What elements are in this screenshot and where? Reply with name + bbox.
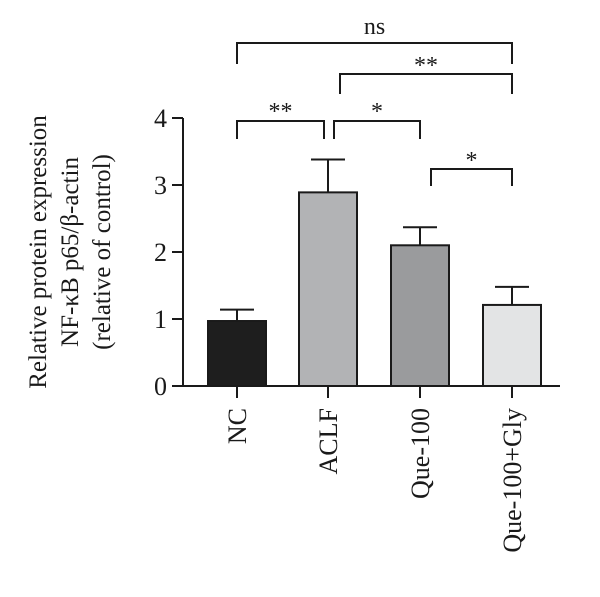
bar (390, 244, 450, 387)
significance-label: * (371, 99, 383, 125)
bar (207, 320, 267, 388)
significance-bracket (430, 168, 513, 186)
significance-bracket (339, 73, 513, 94)
significance-label: ** (269, 99, 293, 125)
y-tick-label: 2 (154, 238, 167, 267)
significance-label: * (466, 148, 478, 174)
x-tick-label: Que-100 (406, 408, 435, 499)
bars-group (207, 158, 542, 388)
x-tick-label: Que-100+Gly (498, 408, 527, 553)
significance-brackets: ** ****ns (236, 14, 513, 186)
significance-bracket (236, 42, 513, 64)
y-axis-label-line-3: (relative of control) (89, 154, 116, 350)
y-tick-label: 3 (154, 171, 167, 200)
y-axis-label: Relative protein expression NF-κB p65/β-… (25, 115, 116, 389)
bar (298, 191, 358, 387)
y-tick-label: 1 (154, 305, 167, 334)
y-axis-label-line-2: NF-κB p65/β-actin (57, 157, 84, 347)
y-tick-label: 0 (154, 372, 167, 401)
y-axis: 0 1 2 3 4 (154, 104, 184, 401)
y-tick-label: 4 (154, 104, 167, 133)
x-axis: NC ACLF Que-100 Que-100+Gly (183, 385, 560, 553)
significance-bracket (236, 120, 325, 139)
x-tick-label: ACLF (314, 408, 343, 474)
significance-bracket (333, 120, 421, 139)
significance-label: ns (364, 14, 385, 40)
significance-label: ** (414, 53, 438, 79)
bar (482, 303, 542, 387)
x-tick-label: NC (223, 408, 252, 444)
y-axis-label-line-1: Relative protein expression (25, 115, 52, 389)
